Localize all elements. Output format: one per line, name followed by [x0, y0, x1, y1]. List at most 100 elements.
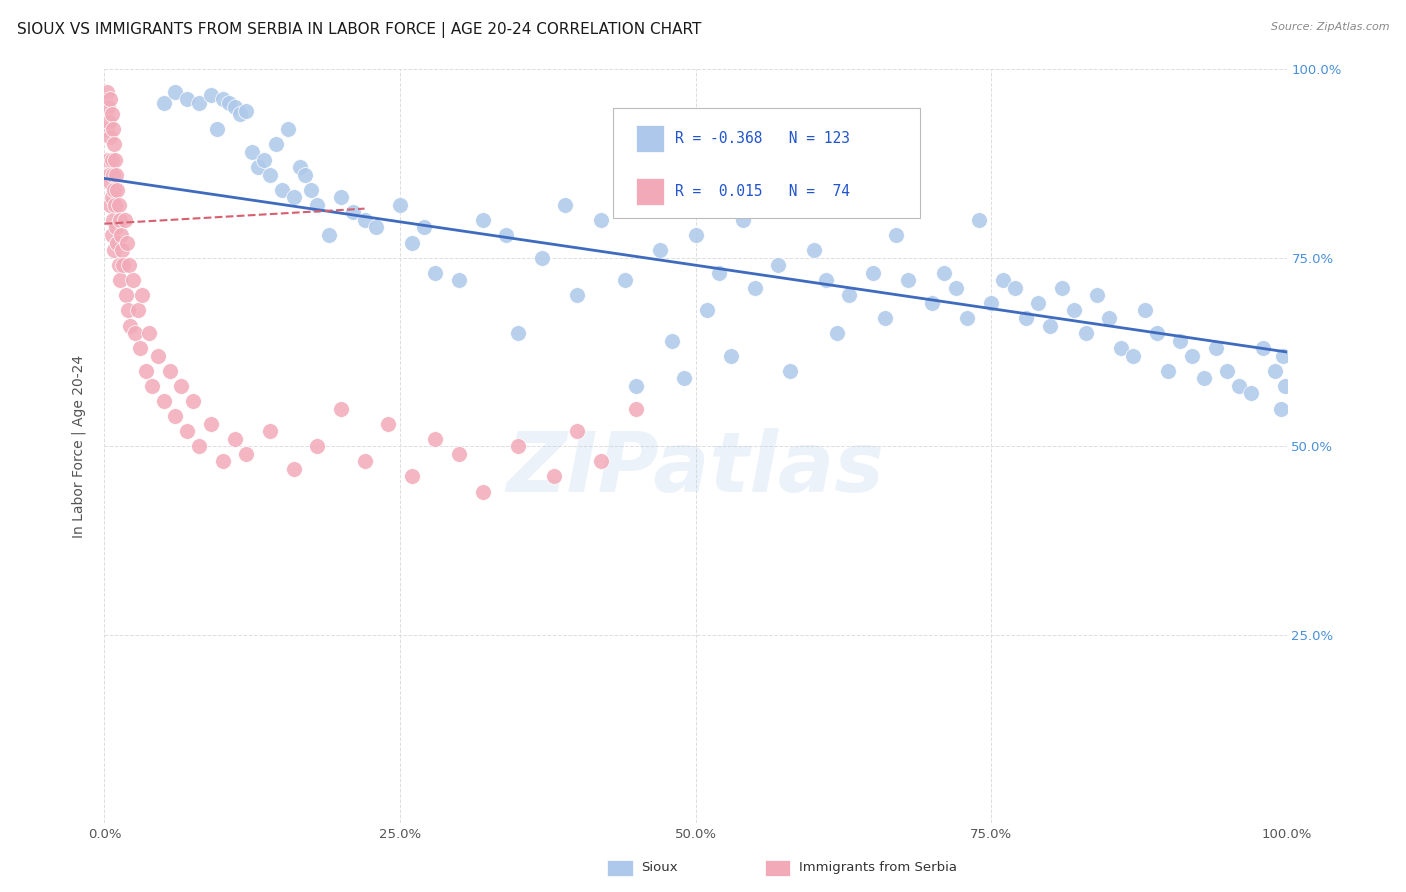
Point — [152, 95, 174, 110]
Point — [1227, 379, 1250, 393]
Point — [744, 281, 766, 295]
Point — [661, 334, 683, 348]
Point — [135, 364, 157, 378]
Point — [720, 349, 742, 363]
Point — [803, 243, 825, 257]
Point — [98, 168, 121, 182]
Point — [1205, 341, 1227, 355]
Text: Immigrants from Serbia: Immigrants from Serbia — [799, 862, 956, 874]
Point — [886, 227, 908, 242]
Point — [121, 273, 143, 287]
Point — [1004, 281, 1026, 295]
Point — [1039, 318, 1062, 333]
Text: SIOUX VS IMMIGRANTS FROM SERBIA IN LABOR FORCE | AGE 20-24 CORRELATION CHART: SIOUX VS IMMIGRANTS FROM SERBIA IN LABOR… — [17, 22, 702, 38]
Point — [240, 145, 263, 159]
Text: ZIPatlas: ZIPatlas — [506, 428, 884, 509]
Point — [589, 213, 612, 227]
Point — [105, 220, 128, 235]
Point — [353, 213, 375, 227]
Point — [107, 258, 129, 272]
Point — [283, 190, 305, 204]
Text: R =  0.015   N =  74: R = 0.015 N = 74 — [675, 185, 849, 199]
Point — [814, 273, 837, 287]
Point — [235, 447, 257, 461]
Point — [108, 273, 131, 287]
Point — [105, 168, 128, 182]
Point — [471, 213, 494, 227]
Point — [114, 288, 136, 302]
Point — [768, 258, 790, 272]
Point — [554, 198, 576, 212]
Point — [104, 198, 127, 212]
Point — [707, 266, 730, 280]
Point — [626, 379, 648, 393]
Point — [211, 454, 233, 468]
Point — [247, 160, 270, 174]
Point — [107, 235, 129, 250]
Point — [318, 227, 340, 242]
Point — [97, 100, 120, 114]
Point — [873, 311, 896, 326]
Point — [1098, 311, 1121, 326]
Point — [401, 235, 423, 250]
Point — [181, 394, 204, 409]
Point — [567, 424, 589, 438]
Point — [307, 439, 329, 453]
Point — [100, 190, 122, 204]
Point — [259, 168, 281, 182]
Point — [921, 296, 943, 310]
Point — [100, 175, 122, 189]
Point — [235, 103, 257, 118]
Point — [138, 326, 160, 340]
Point — [1240, 386, 1263, 401]
Point — [567, 288, 589, 302]
Point — [543, 469, 565, 483]
Point — [101, 168, 124, 182]
Point — [101, 213, 124, 227]
Point — [329, 190, 352, 204]
Point — [294, 168, 316, 182]
Point — [277, 122, 299, 136]
Point — [229, 107, 252, 121]
Point — [685, 227, 707, 242]
Point — [342, 205, 364, 219]
Point — [104, 153, 127, 167]
Point — [165, 85, 187, 99]
Point — [1133, 303, 1156, 318]
Point — [366, 220, 388, 235]
Point — [353, 454, 375, 468]
Point — [103, 137, 125, 152]
Point — [862, 266, 884, 280]
Point — [100, 107, 122, 121]
Point — [530, 251, 553, 265]
Point — [1168, 334, 1191, 348]
Point — [100, 92, 122, 106]
Point — [253, 153, 276, 167]
Point — [283, 462, 305, 476]
Point — [1251, 341, 1274, 355]
Point — [107, 198, 129, 212]
Point — [100, 153, 122, 167]
Point — [101, 122, 124, 136]
Point — [165, 409, 187, 423]
Point — [932, 266, 955, 280]
Point — [696, 303, 718, 318]
Point — [205, 122, 228, 136]
Point — [377, 417, 399, 431]
Text: Source: ZipAtlas.com: Source: ZipAtlas.com — [1271, 22, 1389, 32]
Point — [170, 379, 193, 393]
Point — [107, 183, 129, 197]
Point — [672, 371, 695, 385]
Point — [1270, 401, 1292, 416]
Point — [114, 213, 136, 227]
Point — [1157, 364, 1180, 378]
Point — [1146, 326, 1168, 340]
Point — [96, 85, 118, 99]
Point — [98, 115, 121, 129]
Point — [1216, 364, 1239, 378]
Point — [1181, 349, 1204, 363]
Point — [200, 417, 222, 431]
Point — [307, 198, 329, 212]
Point — [1192, 371, 1215, 385]
Point — [1122, 349, 1144, 363]
